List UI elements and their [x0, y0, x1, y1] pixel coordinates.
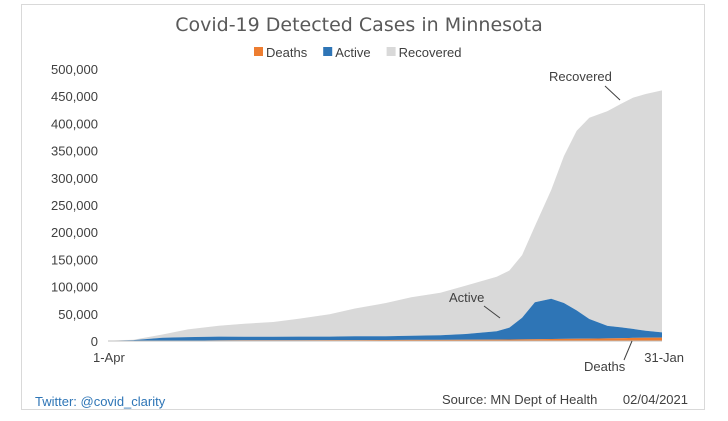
legend-swatch-active	[323, 47, 333, 56]
chart-title: Covid-19 Detected Cases in Minnesota	[175, 14, 543, 36]
y-tick-label: 400,000	[51, 116, 98, 131]
y-tick-label: 500,000	[51, 62, 98, 77]
annotation-deaths: Deaths	[584, 359, 626, 374]
plot-areas	[108, 90, 662, 341]
area-recovered	[108, 90, 662, 341]
legend: Deaths Active Recovered	[254, 45, 461, 60]
y-axis: 0 50,000 100,000 150,000 200,000 250,000 300,0…	[51, 62, 98, 349]
legend-label-active: Active	[335, 45, 370, 60]
annotation-leader-recovered	[604, 85, 621, 101]
annotation-recovered: Recovered	[549, 69, 612, 84]
annotations: Recovered Active Deaths	[449, 69, 633, 374]
y-tick-label: 350,000	[51, 144, 98, 159]
annotation-active: Active	[449, 290, 484, 305]
date-text: 02/04/2021	[623, 392, 688, 407]
y-tick-label: 300,000	[51, 171, 98, 186]
legend-swatch-deaths	[254, 47, 263, 56]
area-deaths	[108, 337, 662, 341]
legend-swatch-recovered	[386, 47, 396, 56]
twitter-handle[interactable]: Twitter: @covid_clarity	[35, 394, 166, 409]
annotation-leader-deaths	[623, 340, 633, 361]
annotation-leader-active	[483, 305, 501, 319]
source-text: Source: MN Dept of Health	[442, 392, 597, 407]
x-axis: 1-Apr 31-Jan	[93, 350, 684, 365]
y-tick-label: 450,000	[51, 89, 98, 104]
y-tick-label: 200,000	[51, 225, 98, 240]
x-tick-label-end: 31-Jan	[644, 350, 684, 365]
y-tick-label: 100,000	[51, 280, 98, 295]
y-tick-label: 50,000	[58, 307, 98, 322]
area-active	[108, 298, 662, 341]
y-tick-label: 250,000	[51, 198, 98, 213]
y-tick-label: 150,000	[51, 252, 98, 267]
legend-label-recovered: Recovered	[399, 45, 462, 60]
y-tick-label: 0	[91, 334, 98, 349]
legend-label-deaths: Deaths	[266, 45, 308, 60]
x-tick-label-start: 1-Apr	[93, 350, 125, 365]
